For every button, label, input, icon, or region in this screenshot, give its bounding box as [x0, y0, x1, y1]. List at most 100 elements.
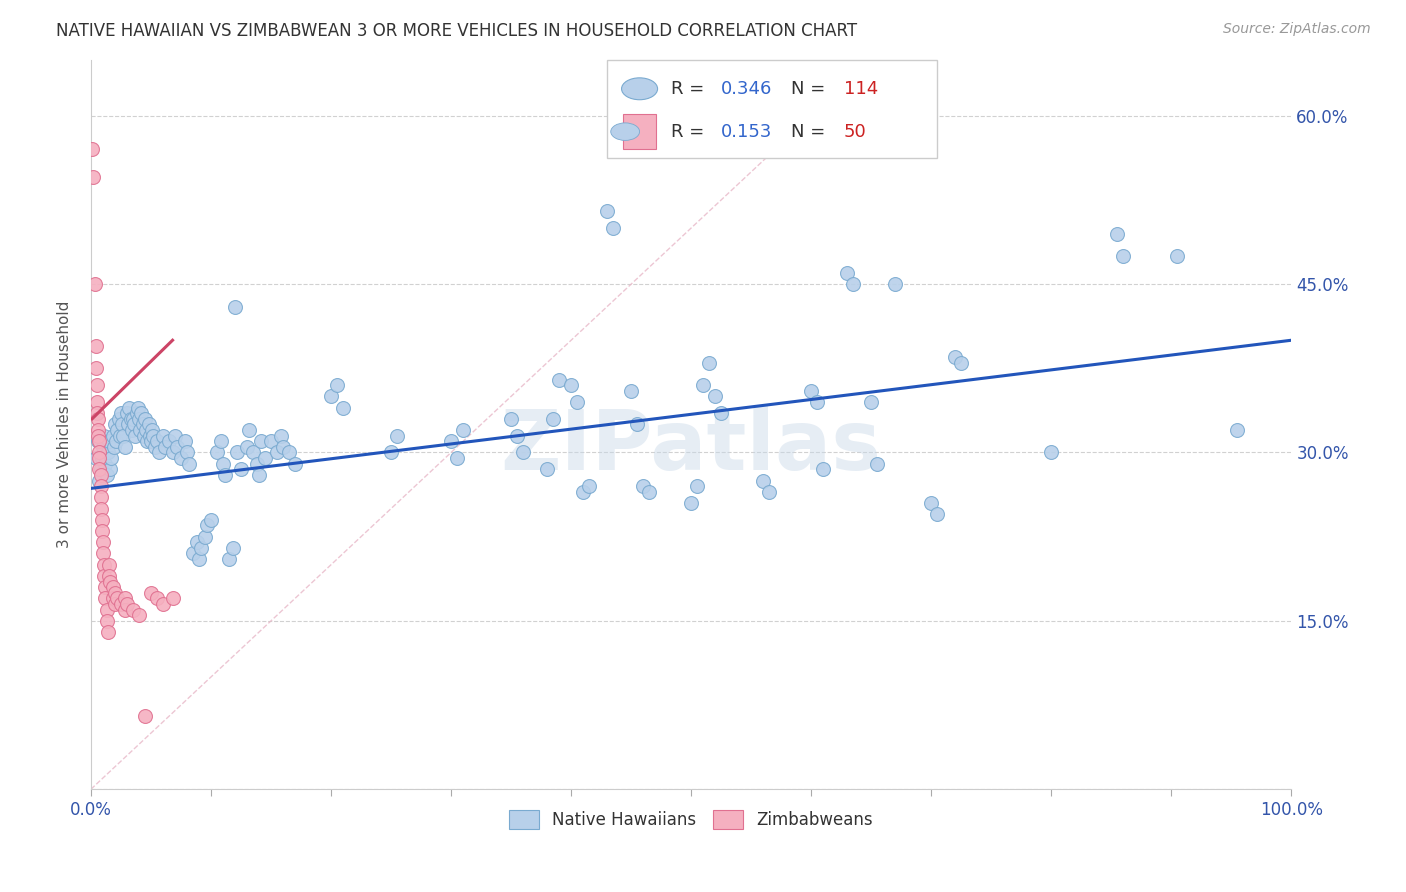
Point	[142, 428, 165, 442]
Point	[101, 580, 124, 594]
Point	[134, 412, 156, 426]
Point	[512, 445, 534, 459]
Point	[205, 445, 228, 459]
Text: ZIPatlas: ZIPatlas	[501, 406, 882, 487]
Point	[860, 395, 883, 409]
Point	[221, 541, 243, 555]
Point	[89, 451, 111, 466]
Point	[138, 417, 160, 432]
Point	[271, 440, 294, 454]
Text: R =: R =	[671, 123, 710, 141]
Point	[380, 445, 402, 459]
Point	[82, 170, 104, 185]
Point	[270, 428, 292, 442]
Point	[89, 474, 111, 488]
Point	[501, 412, 523, 426]
Point	[97, 558, 120, 572]
Point	[152, 428, 174, 442]
Point	[101, 428, 124, 442]
Point	[83, 277, 105, 291]
Point	[440, 434, 463, 449]
Point	[212, 457, 235, 471]
Point	[385, 428, 408, 442]
Point	[155, 440, 177, 454]
Point	[224, 300, 246, 314]
Point	[117, 417, 139, 432]
Point	[103, 440, 125, 454]
Point	[194, 530, 217, 544]
Point	[89, 445, 111, 459]
Point	[1226, 423, 1249, 437]
Point	[111, 417, 134, 432]
FancyBboxPatch shape	[623, 114, 657, 149]
Point	[93, 558, 115, 572]
Circle shape	[610, 123, 640, 140]
Point	[129, 423, 152, 437]
Point	[218, 552, 240, 566]
Point	[181, 547, 204, 561]
Point	[132, 428, 155, 442]
Point	[136, 434, 159, 449]
Point	[229, 462, 252, 476]
Point	[90, 479, 112, 493]
Point	[90, 491, 112, 505]
Point	[139, 434, 162, 449]
Point	[86, 406, 108, 420]
Point	[572, 484, 595, 499]
Point	[758, 484, 780, 499]
Point	[506, 428, 529, 442]
Point	[284, 457, 307, 471]
Point	[278, 445, 301, 459]
Point	[578, 479, 600, 493]
Point	[139, 428, 162, 442]
Point	[704, 389, 727, 403]
Point	[97, 569, 120, 583]
Circle shape	[621, 78, 658, 100]
Point	[90, 524, 112, 538]
Text: N =: N =	[790, 79, 831, 98]
Point	[94, 591, 117, 606]
Point	[97, 625, 120, 640]
Point	[91, 535, 114, 549]
Point	[626, 417, 648, 432]
Point	[1112, 249, 1135, 263]
Text: N =: N =	[790, 123, 831, 141]
Point	[596, 204, 619, 219]
Point	[84, 339, 107, 353]
Point	[86, 378, 108, 392]
Point	[131, 406, 153, 420]
Point	[114, 440, 136, 454]
Point	[96, 467, 118, 482]
Point	[541, 412, 564, 426]
Point	[681, 496, 703, 510]
Point	[100, 451, 122, 466]
Point	[96, 614, 118, 628]
Point	[94, 580, 117, 594]
Point	[124, 428, 146, 442]
Point	[87, 428, 110, 442]
Point	[842, 277, 865, 291]
Point	[110, 406, 132, 420]
Y-axis label: 3 or more Vehicles in Household: 3 or more Vehicles in Household	[58, 301, 72, 548]
Point	[148, 445, 170, 459]
Point	[162, 445, 184, 459]
Point	[247, 467, 270, 482]
Point	[91, 440, 114, 454]
Point	[752, 474, 775, 488]
Point	[451, 423, 474, 437]
Point	[143, 440, 166, 454]
Point	[253, 451, 276, 466]
Point	[89, 462, 111, 476]
FancyBboxPatch shape	[607, 60, 938, 158]
Point	[697, 356, 720, 370]
Point	[266, 445, 288, 459]
Point	[1107, 227, 1129, 241]
Point	[560, 378, 582, 392]
Point	[118, 401, 141, 415]
Point	[121, 423, 143, 437]
Point	[90, 467, 112, 482]
Point	[162, 591, 184, 606]
Point	[238, 423, 260, 437]
Point	[87, 423, 110, 437]
Point	[127, 401, 149, 415]
